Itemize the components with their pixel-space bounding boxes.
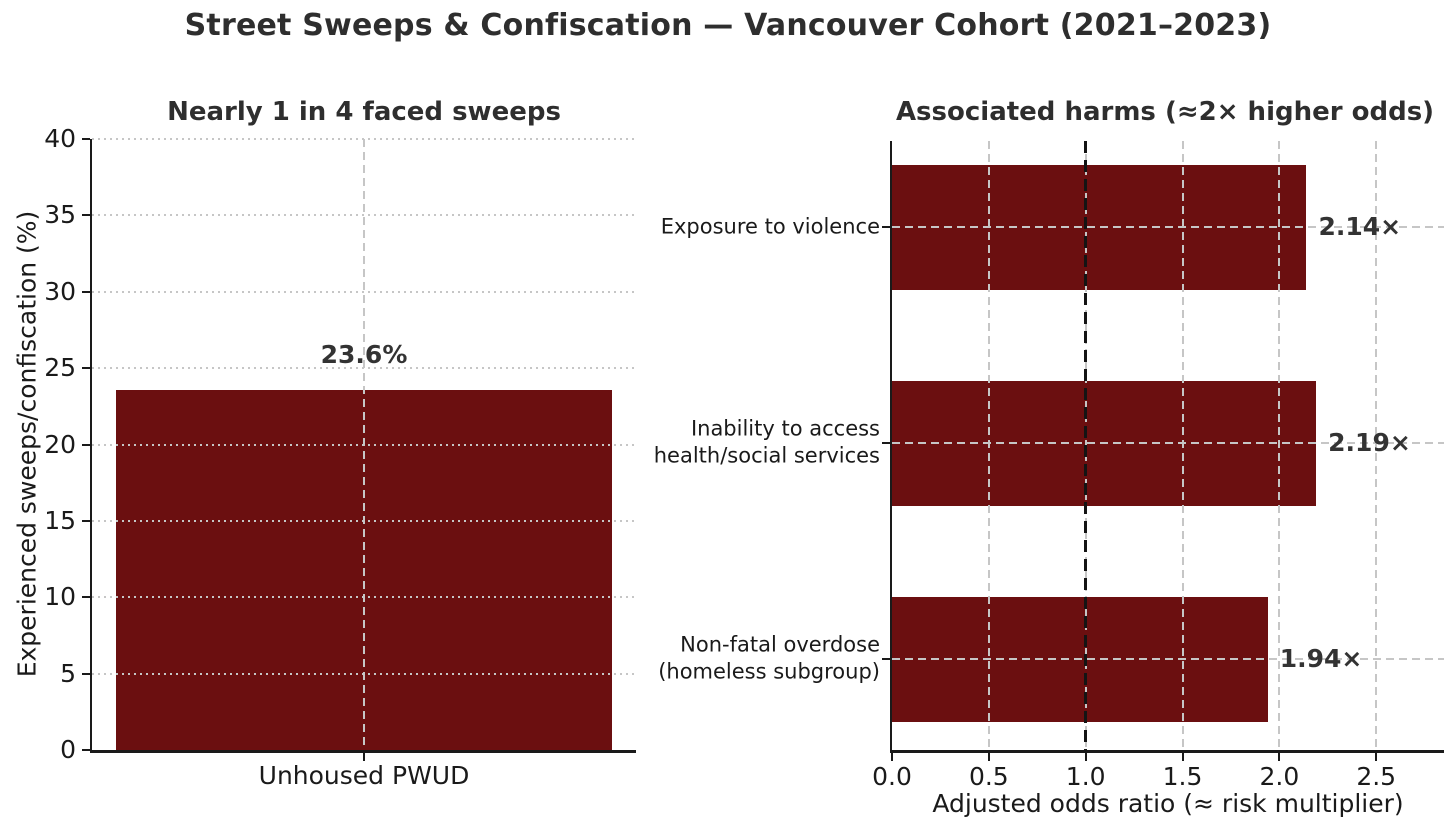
right-plot-y-spine xyxy=(889,141,892,753)
left-y-tick-mark xyxy=(81,672,90,675)
left-center-gridline xyxy=(363,139,365,750)
right-category-gridline xyxy=(892,658,1444,660)
left-y-tick-mark xyxy=(81,519,90,522)
right-gridline-x0.5 xyxy=(987,141,990,750)
left-chart-title: Nearly 1 in 4 faced sweeps xyxy=(167,97,561,127)
left-y-tick-label: 5 xyxy=(60,658,76,688)
left-y-tick-label: 15 xyxy=(44,505,76,535)
right-x-tick-mark xyxy=(1181,752,1184,761)
left-y-tick-mark xyxy=(81,290,90,293)
left-y-tick-mark xyxy=(81,596,90,599)
right-category-label: Inability to access health/social servic… xyxy=(653,416,880,468)
right-category-gridline xyxy=(892,442,1444,444)
left-y-tick-label: 10 xyxy=(44,582,76,612)
right-x-tick-label: 0.0 xyxy=(872,762,912,791)
left-y-tick-mark xyxy=(81,749,90,751)
left-y-tick-mark xyxy=(81,367,90,370)
left-y-tick-mark xyxy=(81,138,90,140)
right-bar-value-label: 2.14× xyxy=(1318,212,1402,241)
right-x-tick-label: 2.5 xyxy=(1356,762,1397,791)
right-x-tick-mark xyxy=(987,752,990,761)
left-y-tick-label: 0 xyxy=(60,735,76,764)
right-x-tick-mark xyxy=(891,752,893,761)
right-x-tick-mark xyxy=(1278,752,1281,761)
left-y-tick-label: 20 xyxy=(44,429,76,459)
left-y-tick-mark xyxy=(81,214,90,217)
left-y-tick-label: 35 xyxy=(44,200,76,230)
left-plot-y-spine xyxy=(89,139,92,753)
left-y-tick-label: 25 xyxy=(44,353,76,383)
right-gridline-x2.5 xyxy=(1375,141,1378,750)
right-y-tick-mark xyxy=(881,658,890,660)
right-gridline-x2.0 xyxy=(1278,141,1281,750)
right-category-label: Non-fatal overdose (homeless subgroup) xyxy=(658,632,880,684)
right-x-axis-label: Adjusted odds ratio (≈ risk multiplier) xyxy=(932,789,1404,818)
right-x-tick-mark xyxy=(1375,752,1378,761)
odds-ratio-1-reference-line xyxy=(1084,141,1087,750)
right-x-tick-label: 2.0 xyxy=(1259,762,1300,791)
right-plot-x-spine xyxy=(889,750,1444,753)
left-plot-x-spine xyxy=(89,750,636,753)
right-category-label: Exposure to violence xyxy=(660,214,880,239)
right-bar-value-label: 2.19× xyxy=(1328,428,1411,457)
right-y-tick-mark xyxy=(881,442,890,444)
left-y-axis-label: Experienced sweeps/confiscation (%) xyxy=(12,210,42,678)
right-x-tick-mark xyxy=(1084,752,1087,761)
left-x-tick-label: Unhoused PWUD xyxy=(258,761,470,790)
left-bar-value-label: 23.6% xyxy=(320,339,408,369)
right-x-tick-label: 1.0 xyxy=(1065,762,1106,791)
right-gridline-x1.5 xyxy=(1181,141,1184,750)
left-x-tick-mark xyxy=(363,752,365,761)
right-x-tick-label: 1.5 xyxy=(1162,762,1203,791)
figure-title: Street Sweeps & Confiscation — Vancouver… xyxy=(184,8,1272,43)
right-bar-value-label: 1.94× xyxy=(1279,644,1363,673)
right-y-tick-mark xyxy=(881,226,890,228)
left-y-tick-label: 30 xyxy=(44,276,76,306)
right-chart-title: Associated harms (≈2× higher odds) xyxy=(895,97,1435,127)
left-y-tick-mark xyxy=(81,443,90,446)
right-category-gridline xyxy=(892,226,1444,228)
left-y-tick-label: 40 xyxy=(44,124,76,153)
right-x-tick-label: 0.5 xyxy=(968,762,1009,791)
